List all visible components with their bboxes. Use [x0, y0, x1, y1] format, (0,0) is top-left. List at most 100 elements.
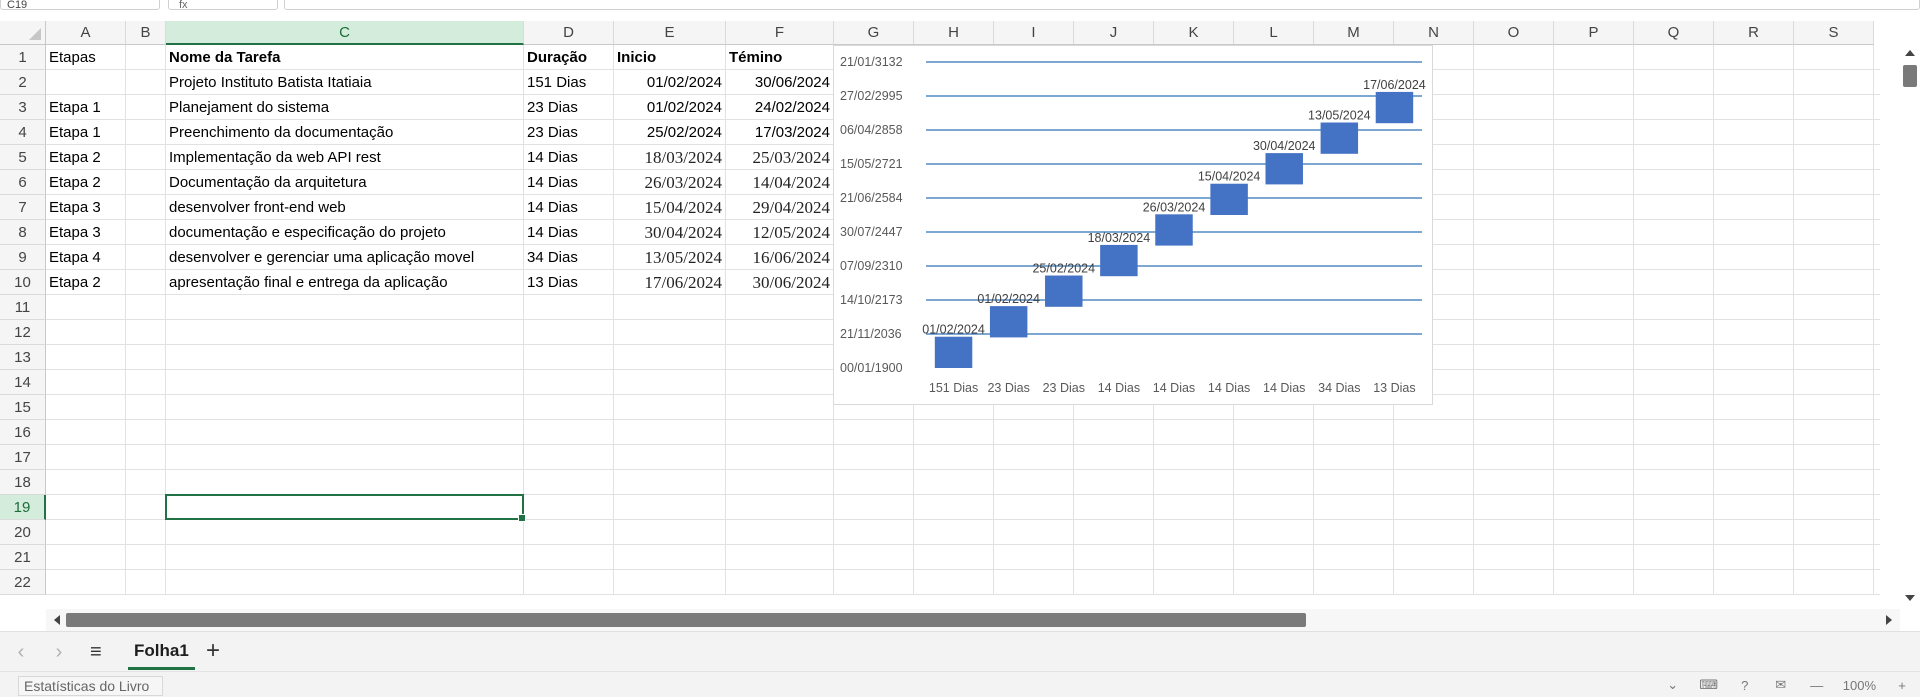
cell-etapa[interactable]: Etapa 4 — [49, 249, 101, 266]
cell-task-name[interactable]: Planejament do sistema — [169, 99, 330, 116]
cell-etapa[interactable]: Etapa 3 — [49, 224, 101, 241]
column-header-n[interactable]: N — [1394, 21, 1474, 45]
column-header-i[interactable]: I — [994, 21, 1074, 45]
row-header-22[interactable]: 22 — [0, 570, 46, 595]
prev-sheet-icon[interactable]: ‹ — [17, 641, 25, 663]
feedback-icon[interactable]: ✉ — [1775, 677, 1787, 692]
cell-start-date[interactable]: 13/05/2024 — [644, 248, 722, 267]
chart-bar[interactable] — [1100, 244, 1138, 277]
row-header-6[interactable]: 6 — [0, 170, 46, 195]
cell-end-date[interactable]: 30/06/2024 — [754, 74, 830, 91]
column-header-l[interactable]: L — [1234, 21, 1314, 45]
fx-button[interactable]: fx — [168, 0, 278, 11]
cell-start-date[interactable]: 18/03/2024 — [644, 148, 722, 167]
select-all-corner[interactable] — [0, 21, 46, 45]
chart-bar[interactable] — [1210, 183, 1248, 215]
cell-start-date[interactable]: 01/02/2024 — [646, 74, 722, 91]
chart-bar[interactable] — [1045, 275, 1083, 307]
horizontal-scroll-thumb[interactable] — [66, 613, 1306, 627]
cell-end-date[interactable]: 16/06/2024 — [752, 248, 830, 267]
workbook-statistics-button[interactable]: Estatísticas do Livro — [18, 676, 163, 696]
cell-duration[interactable]: 14 Dias — [527, 224, 578, 241]
row-header-17[interactable]: 17 — [0, 445, 46, 470]
row-header-15[interactable]: 15 — [0, 395, 46, 420]
vertical-scrollbar[interactable] — [1900, 45, 1920, 605]
add-sheet-icon[interactable]: + — [206, 637, 221, 664]
cell-end-date[interactable]: 14/04/2024 — [752, 173, 830, 192]
cell-task-name[interactable]: Preenchimento da documentação — [169, 124, 394, 141]
column-header-s[interactable]: S — [1794, 21, 1874, 45]
zoom-out-button[interactable]: — — [1810, 677, 1824, 693]
cell-task-name[interactable]: Documentação da arquitetura — [169, 174, 367, 191]
column-header-k[interactable]: K — [1154, 21, 1234, 45]
cell-etapa[interactable]: Etapa 2 — [49, 174, 101, 191]
cell-end-date[interactable]: 30/06/2024 — [752, 273, 830, 292]
chart-bar[interactable] — [1375, 91, 1414, 124]
cell-start-date[interactable]: 26/03/2024 — [644, 173, 722, 192]
column-header-m[interactable]: M — [1314, 21, 1394, 45]
all-sheets-menu-icon[interactable]: ≡ — [90, 641, 102, 663]
column-header-q[interactable]: Q — [1634, 21, 1714, 45]
scroll-up-icon[interactable] — [1905, 50, 1915, 56]
header-cell-duracao[interactable]: Duração — [527, 49, 588, 66]
row-header-1[interactable]: 1 — [0, 45, 46, 70]
cell-duration[interactable]: 151 Dias — [527, 74, 587, 91]
row-header-21[interactable]: 21 — [0, 545, 46, 570]
row-header-9[interactable]: 9 — [0, 245, 46, 270]
row-header-11[interactable]: 11 — [0, 295, 46, 320]
keyboard-icon[interactable]: ⌨ — [1699, 677, 1719, 692]
row-header-4[interactable]: 4 — [0, 120, 46, 145]
cell-task-name[interactable]: desenvolver front-end web — [169, 199, 346, 216]
column-header-a[interactable]: A — [46, 21, 126, 45]
cell-task-name[interactable]: desenvolver e gerenciar uma aplicação mo… — [169, 249, 475, 266]
row-header-2[interactable]: 2 — [0, 70, 46, 95]
cell-start-date[interactable]: 17/06/2024 — [644, 273, 722, 292]
cell-duration[interactable]: 14 Dias — [527, 199, 578, 216]
cell-etapa[interactable] — [46, 70, 49, 95]
chart-bar[interactable] — [1155, 214, 1193, 246]
row-header-16[interactable]: 16 — [0, 420, 46, 445]
cell-etapa[interactable]: Etapa 3 — [49, 199, 101, 216]
name-box[interactable]: C19 — [0, 0, 160, 11]
cell-etapa[interactable]: Etapa 2 — [49, 274, 101, 291]
cell-start-date[interactable]: 01/02/2024 — [646, 99, 722, 116]
cell-end-date[interactable]: 25/03/2024 — [752, 148, 830, 167]
row-header-19[interactable]: 19 — [0, 495, 46, 520]
help-icon[interactable]: ? — [1741, 677, 1749, 693]
header-cell-inicio[interactable]: Inicio — [617, 49, 657, 66]
gantt-chart[interactable]: 00/01/1900 21/11/2036 14/10/2173 07/09/2310… — [833, 45, 1433, 405]
sheet-tab-folha1[interactable]: Folha1 — [128, 636, 195, 670]
cell-end-date[interactable]: 29/04/2024 — [752, 198, 830, 217]
cell-end-date[interactable]: 17/03/2024 — [754, 124, 830, 141]
row-header-20[interactable]: 20 — [0, 520, 46, 545]
chart-bar[interactable] — [934, 336, 973, 368]
cell-duration[interactable]: 14 Dias — [527, 149, 578, 166]
column-header-e[interactable]: E — [614, 21, 726, 45]
chart-bar[interactable] — [1265, 153, 1303, 185]
scroll-left-icon[interactable] — [54, 615, 60, 625]
chart-bar[interactable] — [989, 306, 1028, 338]
cell-start-date[interactable]: 25/02/2024 — [646, 124, 722, 141]
horizontal-scrollbar[interactable] — [46, 609, 1900, 631]
column-header-g[interactable]: G — [834, 21, 914, 45]
column-header-h[interactable]: H — [914, 21, 994, 45]
column-header-o[interactable]: O — [1474, 21, 1554, 45]
column-header-b[interactable]: B — [126, 21, 166, 45]
cell-duration[interactable]: 13 Dias — [527, 274, 578, 291]
cell-duration[interactable]: 23 Dias — [527, 124, 578, 141]
row-header-10[interactable]: 10 — [0, 270, 46, 295]
cell-etapa[interactable]: Etapa 1 — [49, 124, 101, 141]
header-cell-etapas[interactable]: Etapas — [49, 49, 96, 66]
column-header-c[interactable]: C — [166, 21, 524, 45]
cell-start-date[interactable]: 15/04/2024 — [644, 198, 722, 217]
cell-etapa[interactable]: Etapa 1 — [49, 99, 101, 116]
cell-end-date[interactable]: 12/05/2024 — [752, 223, 830, 242]
column-header-d[interactable]: D — [524, 21, 614, 45]
scroll-right-icon[interactable] — [1886, 615, 1892, 625]
cell-task-name[interactable]: documentação e especificação do projeto — [169, 224, 446, 241]
cell-task-name[interactable]: Projeto Instituto Batista Itatiaia — [169, 74, 372, 91]
zoom-level[interactable]: 100% — [1842, 677, 1876, 693]
cell-duration[interactable]: 23 Dias — [527, 99, 578, 116]
cell-end-date[interactable]: 24/02/2024 — [754, 99, 830, 116]
vertical-scroll-thumb[interactable] — [1903, 65, 1917, 87]
